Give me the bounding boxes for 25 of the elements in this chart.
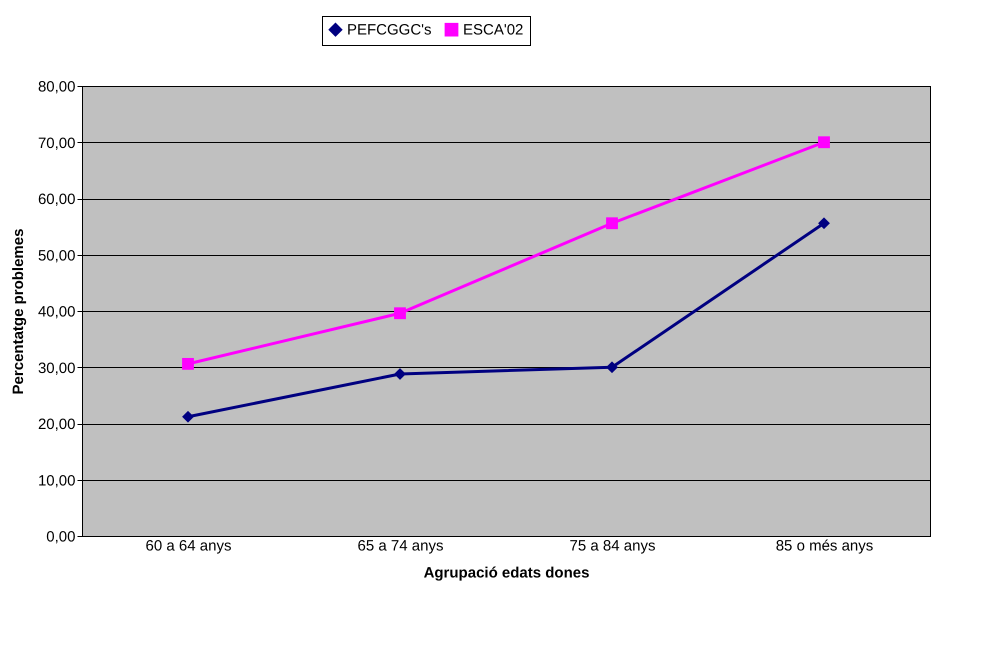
y-tick-label: 10,00 — [38, 472, 76, 490]
y-tick-label: 0,00 — [46, 528, 76, 546]
point — [394, 368, 406, 380]
y-tick-label: 20,00 — [38, 416, 76, 433]
point — [182, 358, 194, 370]
y-tick-label: 60,00 — [38, 191, 76, 208]
x-axis-title: Agrupació edats dones — [424, 564, 590, 582]
y-tick-label: 40,00 — [38, 304, 76, 320]
x-tick-label: 60 a 64 anys — [146, 538, 232, 554]
point — [182, 410, 194, 423]
y-tick-label: 30,00 — [38, 360, 76, 377]
point — [818, 217, 830, 230]
legend-label: ESCA'02 — [463, 22, 524, 39]
y-tick-label: 70,00 — [38, 134, 76, 152]
y-tick-label: 50,00 — [38, 247, 76, 264]
x-tick-label: 85 o més anys — [776, 538, 874, 554]
point — [606, 361, 618, 374]
x-tick-label: 75 a 84 anys — [570, 538, 656, 554]
point — [394, 307, 406, 320]
x-tick-label: 65 a 74 anys — [358, 538, 444, 554]
y-tick-label: 80,00 — [38, 78, 76, 96]
point — [606, 217, 618, 230]
y-axis-title: Percentatge problemes — [10, 228, 27, 394]
legend-label: PEFCGGC's — [347, 22, 432, 39]
point — [818, 136, 830, 148]
